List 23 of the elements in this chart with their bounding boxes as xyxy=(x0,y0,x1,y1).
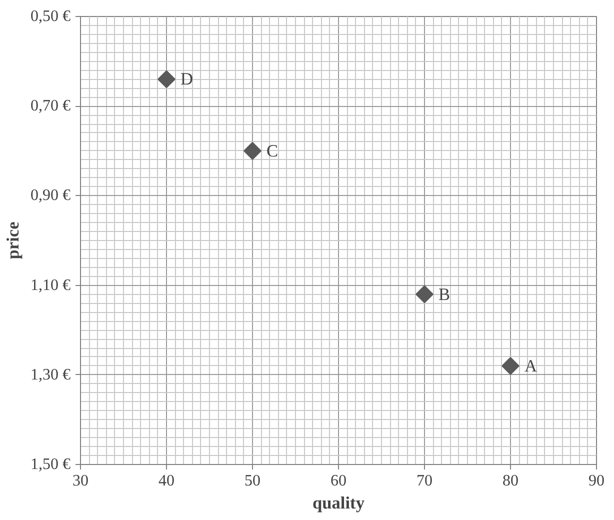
x-tick-label: 70 xyxy=(416,472,432,490)
point xyxy=(502,356,520,375)
x-tick-label: 90 xyxy=(588,472,604,490)
x-tick-label: 80 xyxy=(502,472,518,490)
y-tick-label: 1,50 € xyxy=(30,456,70,473)
y-axis-title: price xyxy=(4,221,22,260)
annotation: C xyxy=(266,141,278,160)
annotation: D xyxy=(180,70,194,89)
x-tick-label: 50 xyxy=(244,472,260,490)
point xyxy=(416,285,434,304)
point xyxy=(158,70,176,88)
x-tick-label: 40 xyxy=(158,472,174,490)
y-tick-label: 0,50 € xyxy=(30,8,70,25)
x-tick-label: 30 xyxy=(72,472,88,490)
annotation: A xyxy=(524,356,538,376)
x-axis-title: quality xyxy=(312,494,365,512)
x-tick-label: 60 xyxy=(330,472,346,490)
point xyxy=(244,142,262,160)
annotation: B xyxy=(438,284,450,304)
y-tick-label: 0,70 € xyxy=(30,98,70,115)
y-tick-label: 1,30 € xyxy=(30,366,70,384)
y-tick-label: 1,10 € xyxy=(30,276,70,294)
y-tick-label: 0,90 € xyxy=(30,187,70,204)
